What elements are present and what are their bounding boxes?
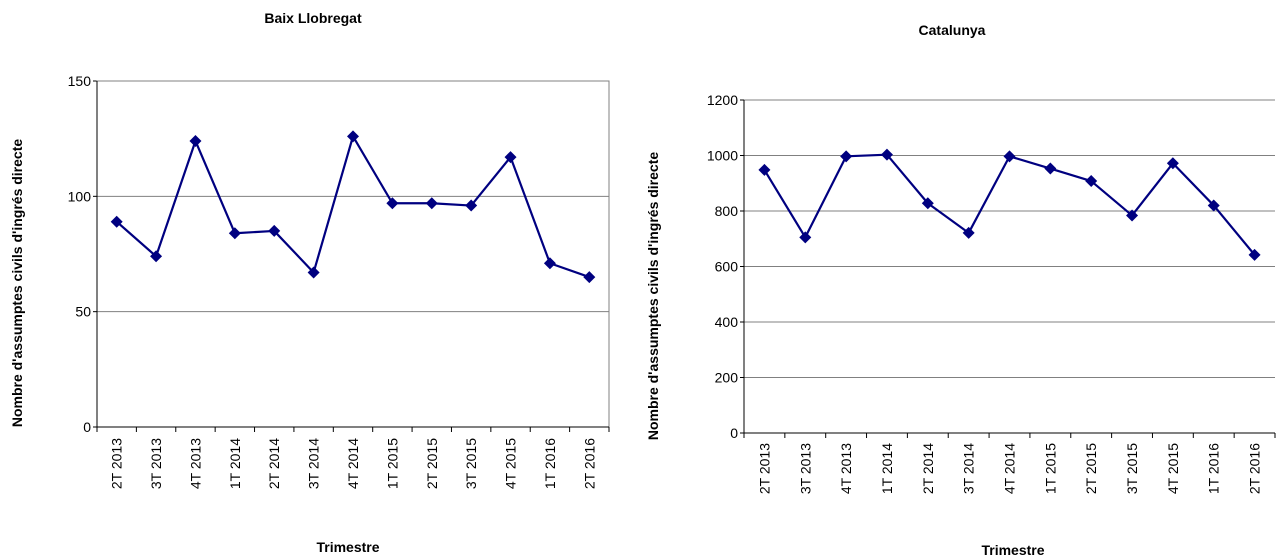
- x-tick-label: 3T 2014: [306, 438, 322, 489]
- y-tick-label: 150: [68, 73, 92, 89]
- y-tick-label: 800: [715, 203, 739, 219]
- x-tick-label: 1T 2015: [384, 438, 400, 489]
- y-tick-label: 0: [730, 425, 738, 441]
- x-tick-label: 1T 2016: [1206, 443, 1222, 494]
- data-point-marker: [150, 250, 163, 263]
- data-point-marker: [840, 150, 853, 163]
- data-point-marker: [465, 199, 478, 212]
- x-tick-label: 2T 2015: [1083, 443, 1099, 494]
- data-point-marker: [1248, 248, 1261, 261]
- x-tick-label: 1T 2015: [1042, 443, 1058, 494]
- data-point-marker: [347, 130, 359, 143]
- chart-baix-llobregat: Baix Llobregat Trimestre Nombre d'assump…: [9, 10, 610, 555]
- chart-title: Catalunya: [919, 22, 986, 38]
- x-tick-label: 2T 2016: [581, 438, 597, 489]
- x-tick-label: 2T 2014: [266, 438, 282, 489]
- data-point-marker: [1003, 150, 1016, 163]
- y-tick-label: 0: [83, 419, 91, 435]
- data-point-marker: [880, 148, 893, 161]
- y-tick-label: 1200: [707, 92, 738, 108]
- data-point-marker: [386, 197, 399, 210]
- y-tick-label: 50: [75, 304, 91, 320]
- y-axis-title: Nombre d'assumptes civils d'ingrés direc…: [645, 152, 661, 441]
- data-point-marker: [1126, 209, 1139, 222]
- data-point-marker: [307, 266, 320, 279]
- x-tick-label: 4T 2015: [1165, 443, 1181, 494]
- x-tick-label: 1T 2016: [542, 438, 558, 489]
- x-tick-label: 4T 2013: [838, 443, 854, 494]
- data-point-marker: [504, 151, 517, 164]
- x-tick-label: 3T 2014: [961, 443, 977, 494]
- data-point-marker: [543, 257, 556, 270]
- x-tick-label: 3T 2015: [463, 438, 479, 489]
- x-tick-label: 3T 2013: [797, 443, 813, 494]
- chart-catalunya: Catalunya Trimestre Nombre d'assumptes c…: [645, 22, 1276, 558]
- x-tick-label: 4T 2014: [1002, 443, 1018, 494]
- data-point-marker: [1166, 157, 1179, 170]
- data-point-marker: [1207, 199, 1220, 212]
- x-tick-label: 3T 2015: [1124, 443, 1140, 494]
- x-tick-label: 2T 2016: [1247, 443, 1263, 494]
- x-tick-label: 1T 2014: [879, 443, 895, 494]
- x-tick-label: 4T 2015: [503, 438, 519, 489]
- data-point-marker: [799, 231, 812, 244]
- x-tick-label: 2T 2015: [424, 438, 440, 489]
- x-tick-label: 2T 2014: [920, 443, 936, 494]
- data-point-marker: [583, 271, 596, 284]
- data-point-marker: [1044, 162, 1057, 175]
- data-point-marker: [758, 163, 771, 176]
- y-tick-label: 1000: [707, 148, 738, 164]
- x-tick-label: 4T 2013: [187, 438, 203, 489]
- data-point-marker: [1085, 175, 1098, 188]
- x-tick-label: 1T 2014: [227, 438, 243, 489]
- data-point-marker: [921, 197, 934, 210]
- x-axis-title: Trimestre: [316, 539, 379, 555]
- data-point-marker: [110, 215, 123, 228]
- series-line: [115, 135, 590, 279]
- data-point-marker: [228, 227, 241, 240]
- data-point-marker: [962, 226, 975, 239]
- y-tick-label: 400: [715, 314, 739, 330]
- y-tick-label: 100: [68, 188, 92, 204]
- x-tick-label: 3T 2013: [148, 438, 164, 489]
- x-axis-title: Trimestre: [981, 542, 1044, 558]
- x-tick-label: 4T 2014: [345, 438, 361, 489]
- y-axis-title: Nombre d'assumptes civils d'ingrés direc…: [9, 139, 25, 428]
- chart-title: Baix Llobregat: [264, 10, 362, 26]
- series-line: [763, 153, 1256, 256]
- data-point-marker: [268, 224, 281, 237]
- data-point-marker: [189, 134, 202, 147]
- x-tick-label: 2T 2013: [109, 438, 125, 489]
- data-point-marker: [425, 197, 438, 210]
- x-tick-label: 2T 2013: [756, 443, 772, 494]
- y-tick-label: 200: [715, 370, 739, 386]
- y-tick-label: 600: [715, 259, 739, 275]
